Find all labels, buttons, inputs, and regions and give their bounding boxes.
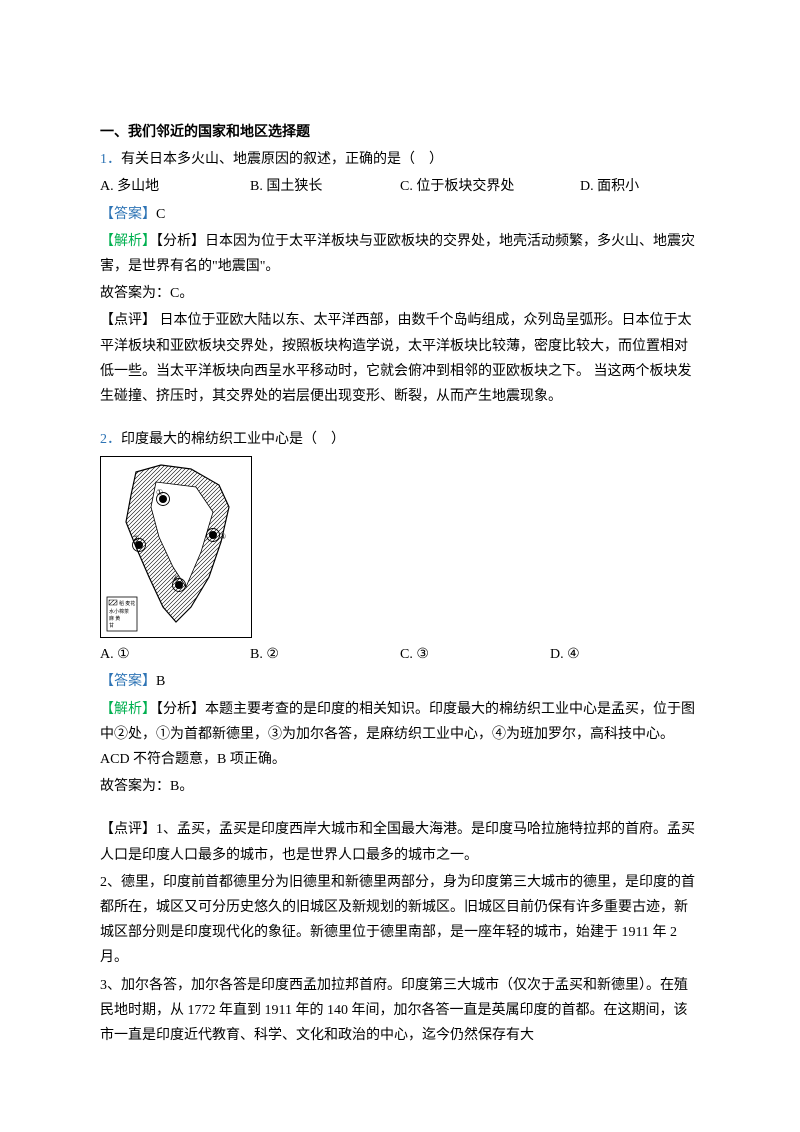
q1-analysis-tag: 【解析】: [100, 234, 156, 249]
q1-comment-1: 【点评】 日本位于亚欧大陆以东、太平洋西部，由数千个岛屿组成，众列岛呈弧形。日本…: [100, 308, 700, 409]
q1-answer-line: 【答案】C: [100, 202, 700, 227]
q2-stem-line: 2．印度最大的棉纺织工业中心是（ ）: [100, 427, 700, 452]
q2-answer-label: 【答案】: [100, 674, 156, 689]
q2-comment-3: 3、加尔各答，加尔各答是印度西孟加拉邦首府。印度第三大城市（仅次于孟买和新德里）…: [100, 973, 700, 1049]
svg-text:稻 麦花: 稻 麦花: [119, 600, 135, 607]
q1-analysis-label: 【分析】: [156, 234, 205, 249]
q2-answer-line: 【答案】B: [100, 669, 700, 694]
svg-text:②: ②: [132, 534, 139, 543]
q1-answer-label: 【答案】: [100, 207, 156, 222]
q2-comment-2: 2、德里，印度前首都德里分为旧德里和新德里两部分，身为印度第三大城市的德里，是印…: [100, 870, 700, 971]
q2-analysis-label: 【分析】: [156, 702, 205, 717]
q2-choice-b: B. ②: [250, 642, 400, 667]
svg-text:水小棉茶: 水小棉茶: [109, 608, 129, 615]
q1-hence: 故答案为：C。: [100, 281, 700, 306]
q2-choice-a: A. ①: [100, 642, 250, 667]
q2-comment-1: 【点评】1、孟买，孟买是印度西岸大城市和全国最大海港。是印度马哈拉施特拉邦的首府…: [100, 817, 700, 867]
india-map-figure: ① ② ③ ④ 稻 麦花 水小棉茶 麻 黄 甘: [100, 456, 252, 638]
spacer: [100, 411, 700, 427]
q1-analysis: 【解析】【分析】日本因为位于太平洋板块与亚欧板块的交界处，地壳活动频繁，多火山、…: [100, 229, 700, 279]
q1-choice-c: C. 位于板块交界处: [400, 174, 580, 199]
q2-hence: 故答案为：B。: [100, 774, 700, 799]
q2-number: 2．: [100, 432, 121, 447]
map-svg: ① ② ③ ④ 稻 麦花 水小棉茶 麻 黄 甘: [101, 457, 251, 637]
svg-text:③: ③: [219, 532, 226, 541]
q1-choice-d: D. 面积小: [580, 174, 700, 199]
q2-stem: 印度最大的棉纺织工业中心是（ ）: [121, 432, 345, 447]
q1-choices: A. 多山地 B. 国土狭长 C. 位于板块交界处 D. 面积小: [100, 174, 700, 199]
q1-number: 1．: [100, 152, 121, 167]
svg-text:④: ④: [172, 574, 179, 583]
document-page: 一、我们邻近的国家和地区选择题 1．有关日本多火山、地震原因的叙述，正确的是（ …: [0, 0, 800, 1132]
svg-text:麻 黄: 麻 黄: [109, 615, 120, 622]
svg-text:①: ①: [156, 488, 163, 497]
svg-text:甘: 甘: [109, 622, 114, 629]
q1-stem-line: 1．有关日本多火山、地震原因的叙述，正确的是（ ）: [100, 147, 700, 172]
q2-analysis: 【解析】【分析】本题主要考查的是印度的相关知识。印度最大的棉纺织工业中心是孟买，…: [100, 697, 700, 773]
q1-answer: C: [156, 207, 165, 222]
q2-analysis-tag: 【解析】: [100, 702, 156, 717]
q1-stem: 有关日本多火山、地震原因的叙述，正确的是（ ）: [121, 152, 443, 167]
q1-choice-a: A. 多山地: [100, 174, 250, 199]
q2-choice-c: C. ③: [400, 642, 550, 667]
section-title: 一、我们邻近的国家和地区选择题: [100, 120, 700, 145]
q2-choice-d: D. ④: [550, 642, 700, 667]
q2-choices: A. ① B. ② C. ③ D. ④: [100, 642, 700, 667]
spacer-2: [100, 801, 700, 817]
q2-answer: B: [156, 674, 165, 689]
q1-choice-b: B. 国土狭长: [250, 174, 400, 199]
